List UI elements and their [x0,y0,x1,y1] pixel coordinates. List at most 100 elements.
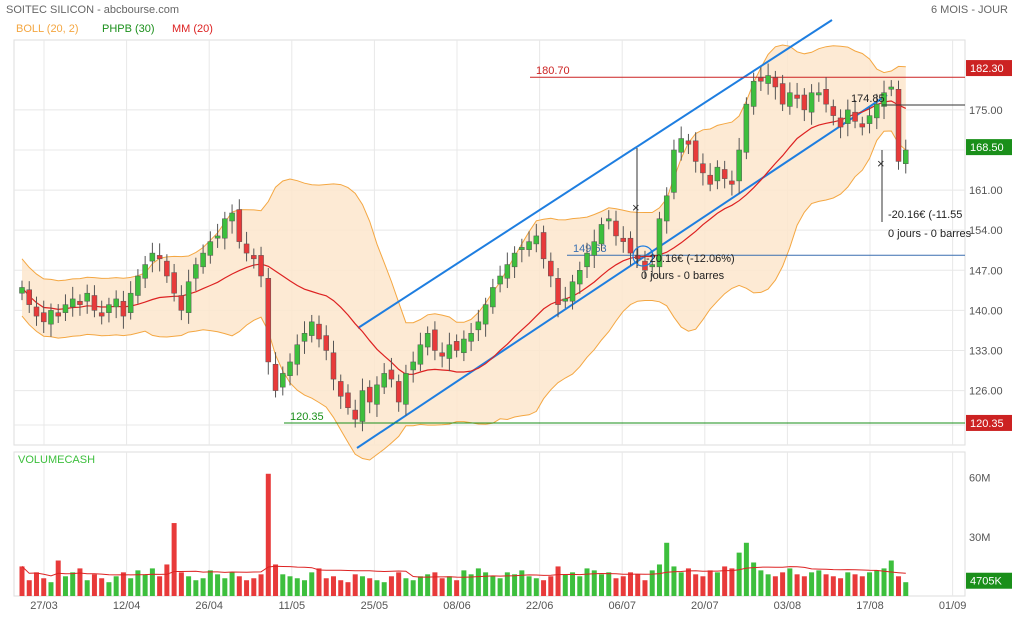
period-label[interactable]: 6 MOIS - JOUR [931,4,1008,16]
candle [823,89,829,105]
volume-bar [258,574,264,596]
annotation-change-1: -20.16€ (-12.06%) [646,253,735,265]
legend-phpb: PHPB (30) [102,23,155,35]
volume-tick-label: 30M [969,532,990,544]
candle [656,218,663,268]
candle [410,361,416,371]
volume-bar [707,570,713,596]
volume-bar [867,572,873,596]
volume-bar [736,552,742,596]
volume-bar [200,578,206,596]
candle [127,292,134,313]
x-tick-label: 26/04 [195,600,223,612]
volume-bar [555,566,561,596]
candle [475,321,482,331]
volume-bar [396,572,402,596]
candle [598,224,605,245]
candle [663,195,670,222]
x-tick-label: 12/04 [113,600,141,612]
moving-average-line [21,100,907,375]
volume-bar [417,576,423,596]
volume-bar [55,560,61,596]
candle [511,252,518,268]
candle [294,344,301,365]
candle [135,275,141,296]
candle [801,94,808,111]
price-badge-label: 120.35 [970,418,1004,430]
x-tick-label: 11/05 [278,600,305,612]
candle [866,115,873,124]
candle [721,169,728,179]
candle [562,298,569,302]
candle [62,304,69,313]
candle [888,86,895,90]
candle [750,80,757,107]
volume-bar [302,580,308,596]
candle [142,264,148,279]
x-tick-label: 27/03 [30,600,58,612]
price-badge-label: 168.50 [970,142,1004,154]
volume-title: VOLUMECASH [18,454,95,466]
volume-bar [425,574,431,596]
volume-average-line [21,565,906,578]
candle [287,361,293,376]
volume-bar [403,578,409,596]
candle [33,306,40,317]
candle [381,373,387,388]
candle [881,92,887,107]
volume-bar [106,582,112,596]
volume-bar [693,574,699,596]
candle [69,298,76,308]
volume-bar [635,574,641,596]
volume-bar [888,560,894,596]
candle [207,241,214,256]
candle [852,111,858,122]
candle [229,212,235,222]
volume-bar [381,582,387,596]
volume-bar [84,580,90,596]
channel-lower-line [356,94,888,449]
volume-bar [19,566,25,596]
volume-bar [99,578,105,596]
volume-bar [519,570,525,596]
candle [671,149,677,193]
candle [236,209,243,242]
volume-bar [656,564,662,596]
volume-bar [193,580,199,596]
volume-bar [244,580,250,596]
volume-bar [881,568,887,596]
candle [113,298,119,308]
cross-marker-2: × [877,156,885,171]
volume-bar [852,574,858,596]
candle [446,344,453,359]
volume-bar [157,576,163,596]
x-tick-label: 17/08 [856,600,884,612]
volume-bar [454,580,460,596]
volume-bar [801,576,807,596]
candle [627,237,634,254]
candle [729,180,735,185]
y-tick-label: 154.00 [969,225,1003,237]
candle [55,312,61,317]
candle [874,103,880,119]
price-line-label-resistance: 180.70 [536,65,570,77]
candle [171,272,177,294]
volume-bar [714,572,720,596]
volume-bar [468,574,474,596]
candle [185,281,192,313]
volume-bar [432,572,438,596]
volume-bar [135,570,141,596]
candle [606,218,612,222]
volume-bar [903,582,909,596]
y-tick-label: 147.00 [969,265,1003,277]
volume-bar [323,578,329,596]
candle [316,323,322,340]
candle [743,103,750,153]
candle [490,287,496,308]
candle [895,89,902,162]
candle [374,384,380,405]
candle [555,278,561,305]
volume-bar [330,576,336,596]
volume-bar [338,580,344,596]
volume-badge [966,572,1012,589]
